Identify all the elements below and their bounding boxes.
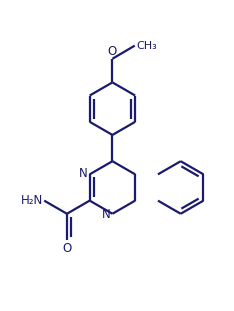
Text: O: O — [62, 242, 72, 255]
Text: H₂N: H₂N — [21, 194, 43, 207]
Text: CH₃: CH₃ — [136, 41, 157, 51]
Text: N: N — [79, 167, 88, 180]
Text: O: O — [108, 44, 117, 58]
Text: N: N — [102, 208, 111, 221]
